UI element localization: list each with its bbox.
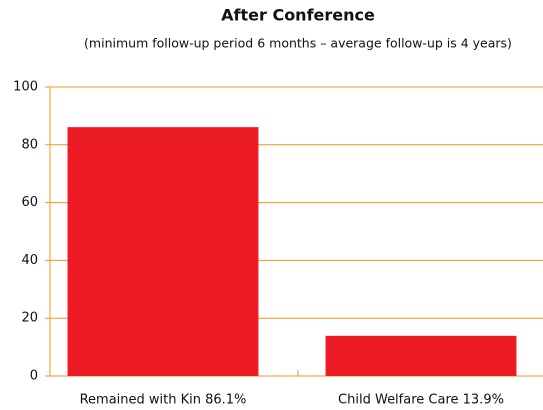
y-tick-label: 20 (21, 311, 38, 326)
y-tick-label: 80 (21, 137, 38, 152)
bar (67, 127, 259, 377)
x-tick-label: Child Welfare Care 13.9% (338, 393, 504, 408)
y-tick-label: 40 (21, 253, 38, 268)
chart-title: After Conference (221, 6, 375, 25)
y-tick-label: 100 (13, 80, 38, 95)
y-tick-label: 0 (30, 369, 38, 384)
bar (325, 335, 517, 376)
chart-subtitle: (minimum follow-up period 6 months – ave… (84, 36, 512, 51)
y-tick-label: 60 (21, 195, 38, 210)
x-tick-label: Remained with Kin 86.1% (80, 393, 247, 408)
